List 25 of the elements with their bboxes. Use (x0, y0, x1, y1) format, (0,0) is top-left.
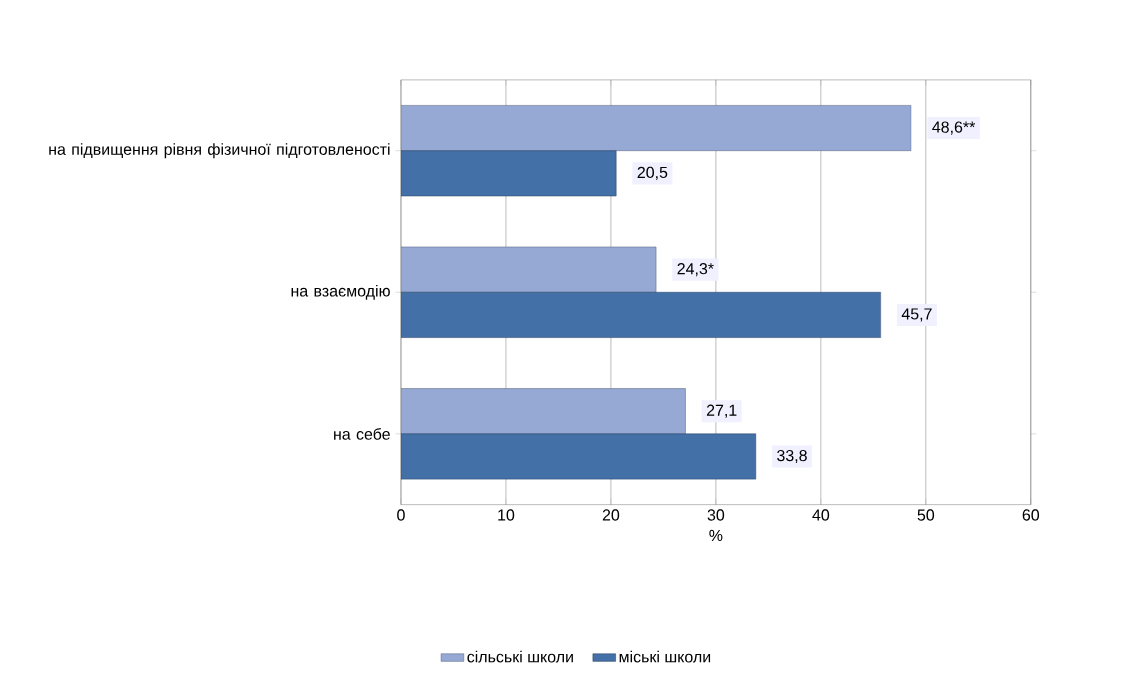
bar (400, 105, 912, 152)
data-label: 48,6** (932, 121, 976, 135)
data-label: 27,1 (706, 404, 737, 418)
x-tick-label: 30 (707, 509, 725, 521)
y-tick-label: на себе (334, 428, 390, 440)
bar (400, 433, 757, 480)
legend-label: міські школи (619, 650, 711, 663)
x-tick-label: 50 (917, 509, 935, 521)
bar (400, 292, 881, 338)
x-tick-label: 40 (812, 509, 830, 521)
x-tick-label: 10 (498, 509, 515, 521)
bar (400, 246, 657, 293)
y-tick-label: на взаємодію (291, 285, 390, 300)
data-label: 20,5 (637, 166, 668, 181)
data-label: 45,7 (901, 308, 932, 322)
x-tick-label: 0 (397, 509, 405, 521)
x-tick-label: 60 (1022, 509, 1040, 521)
x-axis-title: % (709, 529, 723, 542)
y-tick-label: на підвищення рівня фізичної підготовленості (49, 143, 390, 159)
bar (400, 388, 686, 435)
bar (400, 150, 617, 197)
legend-label: сільські школи (467, 650, 573, 663)
x-tick-label: 20 (602, 509, 620, 521)
data-label: 33,8 (777, 450, 807, 464)
data-label: 24,3* (677, 263, 714, 277)
